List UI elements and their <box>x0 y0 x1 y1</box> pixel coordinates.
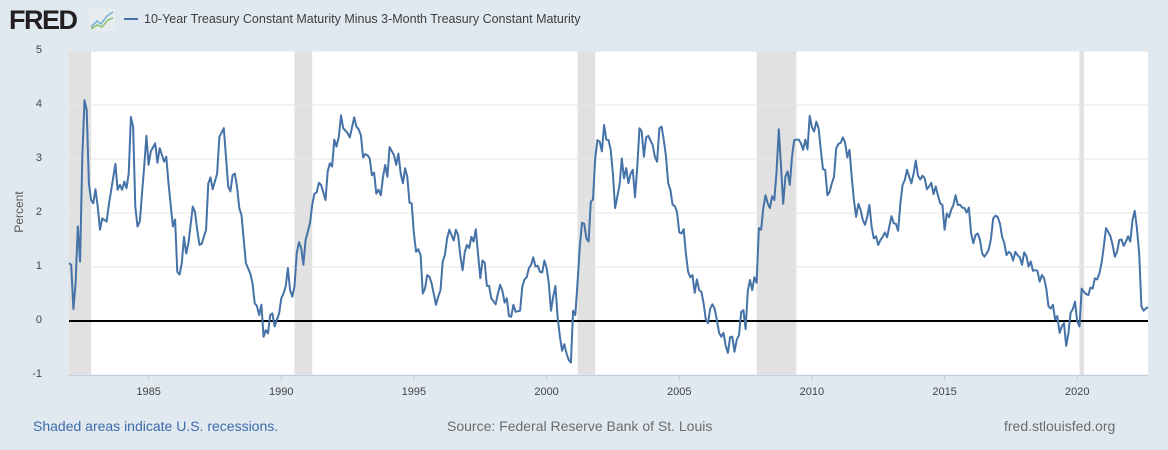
chart-legend: 10-Year Treasury Constant Maturity Minus… <box>124 12 581 26</box>
y-tick-label: 1 <box>35 260 42 272</box>
x-tick-label: 2015 <box>932 386 957 398</box>
source-text: Source: Federal Reserve Bank of St. Loui… <box>447 418 713 434</box>
y-tick-label: -1 <box>32 368 42 380</box>
line-chart-icon <box>89 9 115 31</box>
y-tick-label: 4 <box>35 98 42 110</box>
x-tick-label: 1985 <box>136 386 161 398</box>
legend-swatch <box>124 18 138 20</box>
x-tick-label: 2010 <box>799 386 825 398</box>
series-line <box>68 99 1149 364</box>
x-tick-label: 2020 <box>1064 386 1090 398</box>
fred-logo[interactable]: FRED <box>9 5 78 35</box>
series-title[interactable]: 10-Year Treasury Constant Maturity Minus… <box>144 12 581 26</box>
site-link[interactable]: fred.stlouisfed.org <box>1004 418 1116 434</box>
y-tick-label: 2 <box>35 206 42 218</box>
y-tick-label: 5 <box>35 44 42 56</box>
y-tick-label: 3 <box>35 152 42 164</box>
x-tick-label: 1995 <box>401 386 427 398</box>
y-tick-label: 0 <box>35 314 42 326</box>
x-tick-label: 1990 <box>269 386 294 398</box>
x-tick-label: 2000 <box>534 386 559 398</box>
recession-note: Shaded areas indicate U.S. recessions. <box>33 418 279 434</box>
x-tick-label: 2005 <box>667 386 692 398</box>
